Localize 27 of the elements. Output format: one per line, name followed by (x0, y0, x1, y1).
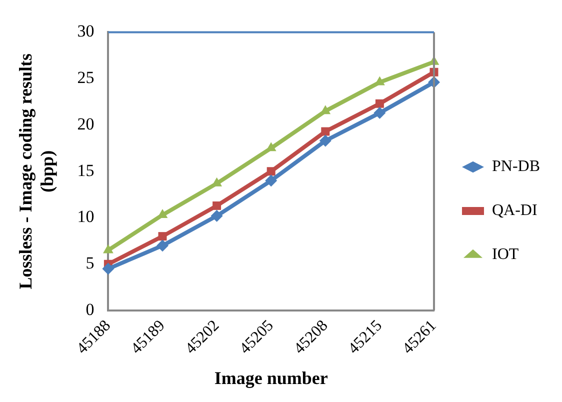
point (156, 240, 168, 252)
point (320, 105, 331, 114)
point (210, 210, 223, 222)
point (212, 177, 222, 186)
point (102, 262, 114, 275)
point (321, 127, 330, 136)
point (103, 244, 114, 254)
y-tick-label: 15 (77, 160, 94, 180)
point (212, 201, 222, 210)
x-axis-title: Image number (214, 368, 328, 388)
legend-label: PN-DB (492, 158, 540, 176)
y-tick-label: 5 (86, 254, 94, 273)
point (266, 167, 276, 176)
y-tick-label: 10 (77, 207, 94, 226)
point (319, 134, 332, 147)
y-tick-label: 0 (86, 300, 94, 320)
y-tick-label: 20 (77, 114, 94, 134)
point (374, 76, 385, 86)
y-tick-label: 30 (77, 22, 94, 41)
point (375, 99, 384, 108)
y-axis-title: Lossless - Image coding results (bpp) (15, 54, 58, 290)
point (265, 174, 278, 187)
y-tick-label: 25 (77, 68, 94, 88)
point (374, 106, 386, 119)
legend-label: IOT (492, 246, 519, 264)
point (158, 232, 167, 241)
legend-label: QA-DI (492, 202, 538, 220)
